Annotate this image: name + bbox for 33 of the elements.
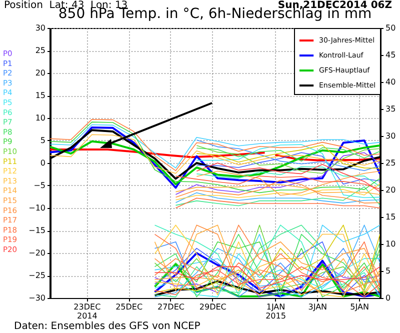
y-tick-label: 15 — [35, 91, 46, 100]
y-tick-label: 30 — [35, 24, 46, 32]
y-tick-label: −10 — [28, 204, 46, 212]
y-tick-label: 0 — [40, 158, 46, 168]
y-tick-label: 10 — [35, 114, 46, 122]
y2-tick-label: 50 — [386, 24, 396, 32]
x-tick-label: 5JAN — [350, 302, 369, 312]
y2-tick-label: 30 — [386, 132, 396, 140]
text: Sun,21DEC2014 06Z — [278, 0, 392, 11]
y2-tick-label: 45 — [386, 50, 396, 60]
y-tick-label: 20 — [35, 68, 46, 78]
x-tick-label: 3JAN — [308, 302, 328, 312]
x-tick-label: 1JAN 2015 — [266, 302, 286, 320]
x-tick-label: 29DEC — [199, 302, 227, 312]
y2-tick-label: 5 — [386, 266, 391, 276]
y-tick-label: −15 — [28, 226, 46, 235]
y2-tick-label: 35 — [386, 104, 396, 114]
y2-tick-label: 15 — [386, 212, 396, 222]
y-tick-label: −30 — [28, 294, 46, 302]
y-tick-label: 25 — [35, 46, 46, 55]
x-tick-label: 23DEC 2014 — [74, 302, 102, 320]
y-tick-label: −5 — [34, 181, 46, 190]
y-tick-label: −20 — [28, 248, 46, 258]
y2-tick-label: 0 — [386, 294, 391, 302]
y-tick-label: 5 — [40, 136, 46, 145]
y-tick-label: −25 — [28, 271, 46, 280]
text: Daten: Ensembles des GFS von NCEP — [14, 321, 200, 332]
y2-tick-label: 25 — [386, 158, 396, 168]
x-tick-label: 27DEC — [157, 302, 185, 312]
y2-tick-label: 10 — [386, 240, 396, 248]
y2-tick-label: 40 — [386, 78, 396, 86]
x-tick-label: 25DEC — [116, 302, 143, 312]
y2-tick-label: 20 — [386, 186, 396, 194]
